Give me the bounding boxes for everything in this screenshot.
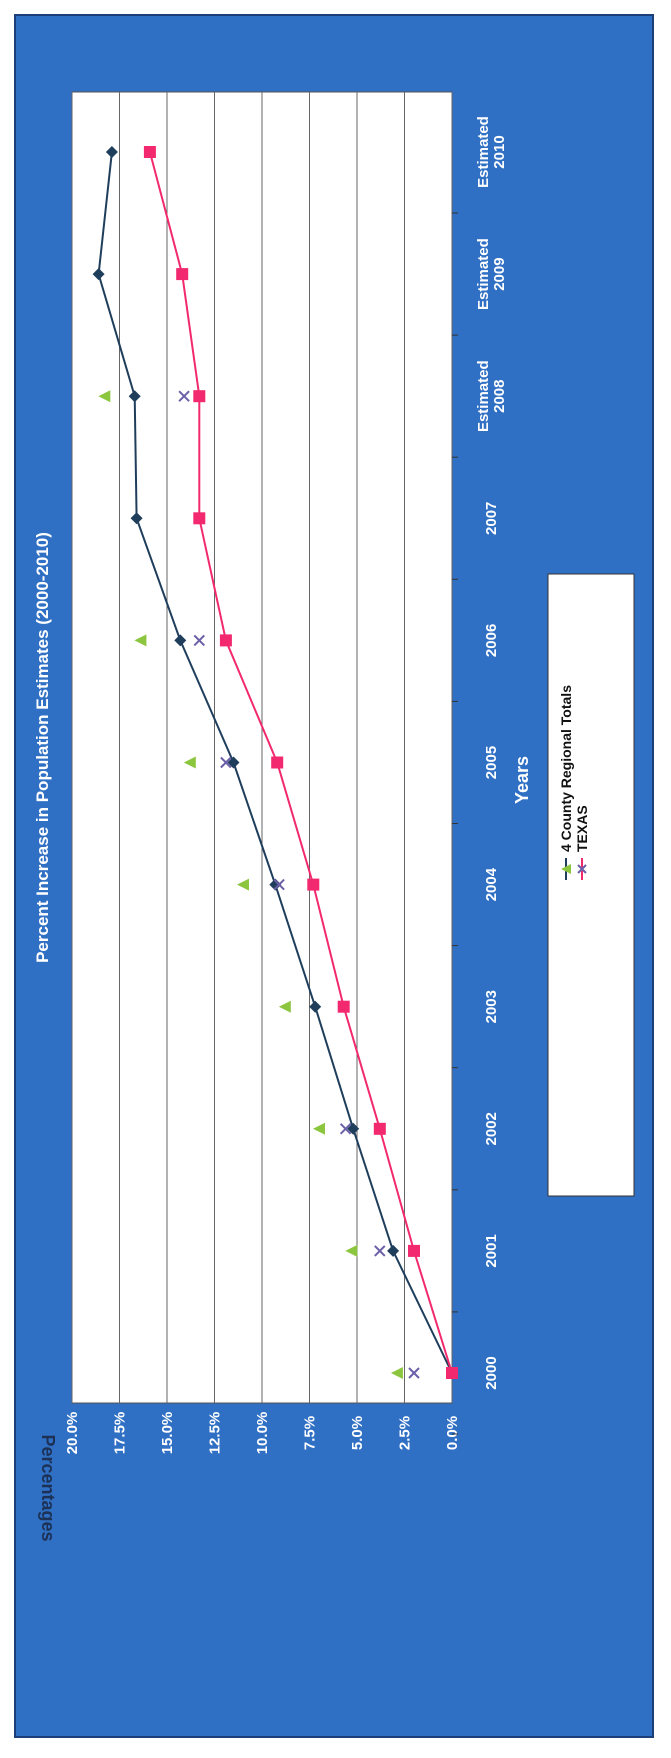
x-tick-label: 2001 <box>483 1234 500 1267</box>
y-tick-label: 12.5% <box>207 1412 224 1455</box>
data-point <box>219 634 232 647</box>
legend-box <box>547 573 635 1197</box>
data-point <box>178 390 190 402</box>
data-point <box>408 1367 420 1379</box>
data-point <box>227 756 240 769</box>
data-point <box>309 1000 322 1013</box>
data-point <box>92 268 105 281</box>
x-tick-label: 2003 <box>483 990 500 1023</box>
data-point <box>193 512 206 525</box>
data-point <box>269 878 282 891</box>
data-point <box>313 1122 325 1135</box>
data-point <box>105 146 118 158</box>
x-tick-label: 2002 <box>483 1112 500 1145</box>
data-point <box>193 634 206 647</box>
x-axis-label: Years <box>512 756 532 804</box>
data-point <box>373 1122 386 1135</box>
y-tick-label: 5.0% <box>349 1416 366 1450</box>
data-point <box>98 390 111 403</box>
data-point <box>337 1000 350 1013</box>
data-point <box>176 268 189 281</box>
data-point <box>307 878 320 891</box>
y-tick-label: 7.5% <box>302 1416 319 1450</box>
y-tick-label: 0.0% <box>444 1416 461 1450</box>
data-point <box>128 390 141 403</box>
x-tick-label: Estimated2010 <box>475 116 508 188</box>
legend-label: 4 County Regional Totals <box>558 685 574 852</box>
data-point <box>143 146 156 158</box>
data-point <box>339 1123 352 1135</box>
data-point <box>390 1367 403 1379</box>
y-tick-label: 10.0% <box>254 1412 271 1455</box>
data-point <box>345 1244 358 1257</box>
data-point <box>220 756 232 769</box>
data-point <box>278 1000 291 1013</box>
data-point <box>183 756 196 769</box>
data-point <box>374 1245 386 1257</box>
x-tick-label: 2006 <box>483 624 500 657</box>
x-tick-label: Estimated2008 <box>475 360 508 432</box>
data-point <box>130 512 143 525</box>
data-point <box>273 878 285 891</box>
y-tick-label: 17.5% <box>112 1412 129 1455</box>
data-point <box>174 634 187 647</box>
data-point <box>237 878 249 891</box>
x-tick-label: 2004 <box>483 867 500 901</box>
y-tick-label: 2.5% <box>397 1416 414 1450</box>
y-axis-label: Percentages <box>38 1434 58 1541</box>
legend-marker <box>561 864 571 874</box>
data-point <box>387 1244 400 1257</box>
x-tick-label: 2000 <box>483 1356 500 1389</box>
data-point <box>446 1367 458 1379</box>
x-tick-label: 2007 <box>483 502 500 535</box>
data-point <box>347 1122 360 1135</box>
y-tick-label: 15.0% <box>159 1412 176 1455</box>
x-tick-label: 2005 <box>483 746 500 779</box>
legend-label: TEXAS <box>574 805 590 852</box>
legend-marker <box>577 864 587 874</box>
x-tick-label: Estimated2009 <box>475 238 508 310</box>
data-point <box>271 756 284 769</box>
chart-title: Percent Increase in Population Estimates… <box>33 532 52 963</box>
data-point <box>193 390 206 403</box>
y-tick-label: 20.0% <box>64 1412 81 1455</box>
data-point <box>134 634 147 647</box>
data-point <box>408 1244 420 1257</box>
